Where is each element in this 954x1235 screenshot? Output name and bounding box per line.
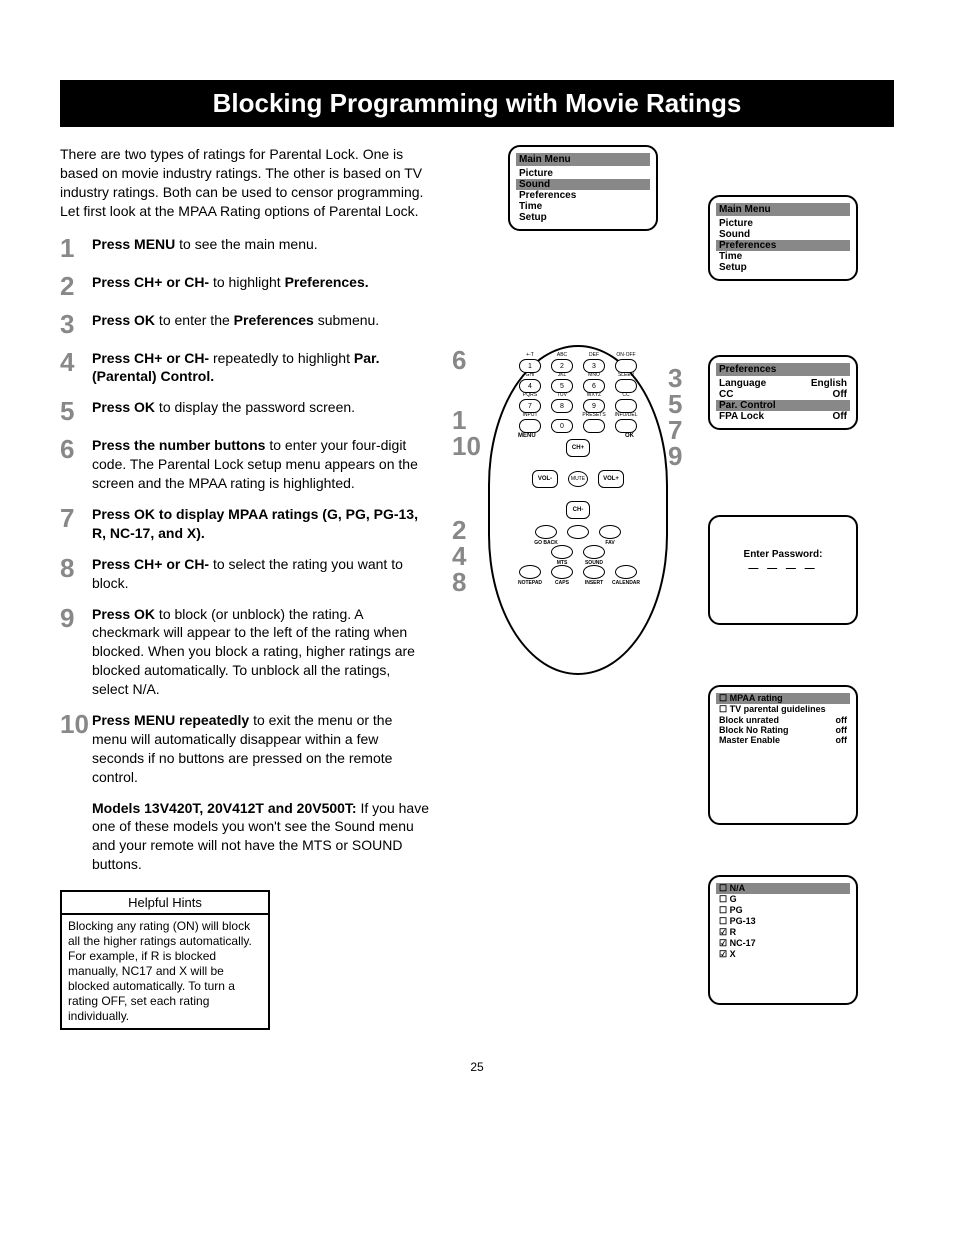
- diagram-area: Main MenuPictureSoundPreferencesTimeSetu…: [458, 145, 894, 1025]
- osd-preferences: PreferencesLanguageEnglishCCOffPar. Cont…: [708, 355, 858, 430]
- remote-key: 0: [551, 419, 573, 433]
- step-number: 6: [60, 436, 92, 493]
- helpful-hints-box: Helpful Hints Blocking any rating (ON) w…: [60, 890, 270, 1030]
- callout-number: 9: [668, 441, 682, 472]
- step-number: 9: [60, 605, 92, 699]
- remote-key: SLEEP: [615, 379, 637, 393]
- remote-key: 7PQRS: [519, 399, 541, 413]
- vol-plus-button: VOL+: [598, 470, 624, 488]
- step-text: Press OK to block (or unblock) the ratin…: [92, 605, 430, 699]
- step-number: 7: [60, 505, 92, 543]
- step-text: Press CH+ or CH- repeatedly to highlight…: [92, 349, 430, 387]
- remote-key: 9WXYZ: [583, 399, 605, 413]
- remote-key: CAPS: [551, 565, 573, 579]
- step-text: Press MENU repeatedly to exit the menu o…: [92, 711, 430, 787]
- step-1: 1Press MENU to see the main menu.: [60, 235, 430, 261]
- step-6: 6Press the number buttons to enter your …: [60, 436, 430, 493]
- step-7: 7Press OK to display MPAA ratings (G, PG…: [60, 505, 430, 543]
- step-8: 8Press CH+ or CH- to select the rating y…: [60, 555, 430, 593]
- remote-key: CC: [615, 399, 637, 413]
- osd-password: Enter Password:— — — —: [708, 515, 858, 625]
- vol-minus-button: VOL-: [532, 470, 558, 488]
- remote-key: 4GHI: [519, 379, 541, 393]
- remote-row3: 7PQRS 8TUV 9WXYZ CC: [490, 399, 666, 413]
- step-text: Press OK to enter the Preferences submen…: [92, 311, 379, 337]
- page-number: 25: [60, 1060, 894, 1074]
- remote-row4: INPUT 0 PRESETS INFO/DEL: [490, 419, 666, 433]
- step-text: Press OK to display the password screen.: [92, 398, 355, 424]
- models-note: Models 13V420T, 20V412T and 20V500T: If …: [92, 799, 430, 875]
- remote-row1: 1+-T 2ABC 3DEF ON·OFF: [490, 359, 666, 373]
- menu-label: MENU: [518, 433, 536, 439]
- remote-key: 6MNO: [583, 379, 605, 393]
- remote-key: INFO/DEL: [615, 419, 637, 433]
- step-10: 10Press MENU repeatedly to exit the menu…: [60, 711, 430, 787]
- remote-row2: 4GHI 5JKL 6MNO SLEEP: [490, 379, 666, 393]
- page-title: Blocking Programming with Movie Ratings: [60, 80, 894, 127]
- remote-key: CALENDAR: [615, 565, 637, 579]
- remote-key: FAV: [599, 525, 621, 539]
- remote-diagram: 6110248 3579 1+-T2ABC3DEFON·OFF4GHI5JKL6…: [458, 345, 698, 675]
- models-heading: Models 13V420T, 20V412T and 20V500T:: [92, 800, 357, 816]
- step-number: 10: [60, 711, 92, 787]
- remote-key: 8TUV: [551, 399, 573, 413]
- step-number: 1: [60, 235, 92, 261]
- steps-list: 1Press MENU to see the main menu.2Press …: [60, 235, 430, 787]
- ch-plus-button: CH+: [566, 439, 590, 457]
- step-5: 5Press OK to display the password screen…: [60, 398, 430, 424]
- remote-key: PRESETS: [583, 419, 605, 433]
- remote-key: 2ABC: [551, 359, 573, 373]
- callout-number: 6: [452, 345, 466, 376]
- remote-body: 1+-T 2ABC 3DEF ON·OFF 4GHI 5JKL 6MNO SLEEP 7PQRS…: [488, 345, 668, 675]
- step-9: 9Press OK to block (or unblock) the rati…: [60, 605, 430, 699]
- step-text: Press the number buttons to enter your f…: [92, 436, 430, 493]
- step-number: 5: [60, 398, 92, 424]
- callout-number: 8: [452, 567, 466, 598]
- remote-dpad: CH+ CH- VOL- VOL+ MUTE MENU OK: [528, 439, 628, 519]
- osd-mpaa-ratings: ☐ N/A☐ G☐ PG☐ PG-13☑ R☑ NC-17☑ X: [708, 875, 858, 1005]
- remote-row-mts: MTS SOUND: [490, 545, 666, 559]
- left-column: There are two types of ratings for Paren…: [60, 145, 430, 1030]
- remote-row-goback: GO BACK FAV: [490, 525, 666, 539]
- step-number: 2: [60, 273, 92, 299]
- remote-key: 1+-T: [519, 359, 541, 373]
- step-number: 4: [60, 349, 92, 387]
- step-3: 3Press OK to enter the Preferences subme…: [60, 311, 430, 337]
- remote-key: SOUND: [583, 545, 605, 559]
- step-text: Press MENU to see the main menu.: [92, 235, 318, 261]
- content-columns: There are two types of ratings for Paren…: [60, 145, 894, 1030]
- ch-minus-button: CH-: [566, 501, 590, 519]
- osd-main-menu: Main MenuPictureSoundPreferencesTimeSetu…: [708, 195, 858, 281]
- step-text: Press CH+ or CH- to select the rating yo…: [92, 555, 430, 593]
- remote-key: ON·OFF: [615, 359, 637, 373]
- hints-body: Blocking any rating (ON) will block all …: [62, 915, 268, 1028]
- step-number: 8: [60, 555, 92, 593]
- remote-key: GO BACK: [535, 525, 557, 539]
- step-text: Press CH+ or CH- to highlight Preference…: [92, 273, 369, 299]
- callout-number: 10: [452, 431, 481, 462]
- remote-key: 5JKL: [551, 379, 573, 393]
- remote-key: MTS: [551, 545, 573, 559]
- osd-main-menu: Main MenuPictureSoundPreferencesTimeSetu…: [508, 145, 658, 231]
- remote-key: INSERT: [583, 565, 605, 579]
- step-2: 2Press CH+ or CH- to highlight Preferenc…: [60, 273, 430, 299]
- right-column: Main MenuPictureSoundPreferencesTimeSetu…: [458, 145, 894, 1030]
- mute-button: MUTE: [568, 471, 588, 487]
- ok-label: OK: [625, 433, 634, 439]
- remote-row-bottom: NOTEPAD CAPS INSERT CALENDAR: [490, 565, 666, 579]
- hints-title: Helpful Hints: [62, 892, 268, 915]
- step-number: 3: [60, 311, 92, 337]
- remote-key: NOTEPAD: [519, 565, 541, 579]
- osd-parental-lock: ☐ MPAA rating☐ TV parental guidelinesBlo…: [708, 685, 858, 825]
- remote-key: 3DEF: [583, 359, 605, 373]
- remote-key: [567, 525, 589, 539]
- intro-text: There are two types of ratings for Paren…: [60, 145, 430, 221]
- step-4: 4Press CH+ or CH- repeatedly to highligh…: [60, 349, 430, 387]
- remote-key: INPUT: [519, 419, 541, 433]
- step-text: Press OK to display MPAA ratings (G, PG,…: [92, 505, 430, 543]
